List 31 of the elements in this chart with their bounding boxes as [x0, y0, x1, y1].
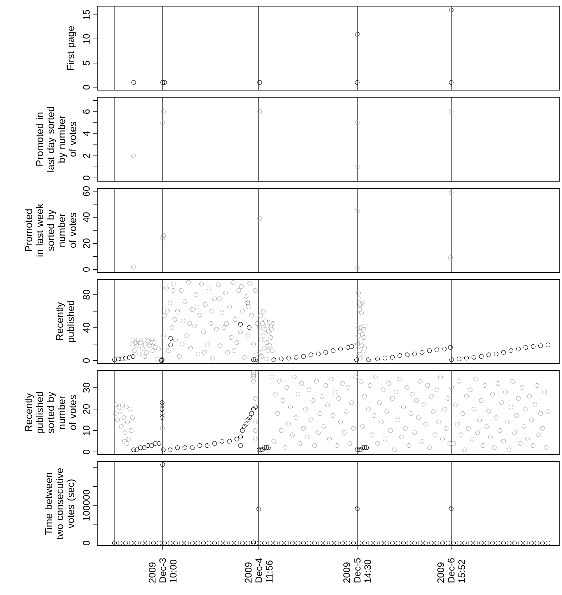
y-axis-title: Recently published sorted by number of votes [25, 392, 76, 434]
y-tick-label: 15 [83, 10, 90, 20]
y-tick-label: 20 [83, 238, 90, 248]
y-axis-title: First page [67, 26, 76, 70]
y-tick-label: 0 [83, 358, 90, 364]
y-tick-label: 30 [83, 383, 90, 393]
y-tick-label: 0 [83, 267, 90, 272]
y-tick-label: 60 [83, 186, 90, 196]
y-tick-label: 0 [83, 85, 90, 90]
y-tick-label: 0 [83, 450, 90, 454]
y-axis-title: Promoted in last day sorted by number of votes [36, 107, 76, 172]
y-tick-label: 40 [83, 322, 90, 333]
y-tick-label: 10 [83, 426, 90, 436]
y-tick-label: 10 [83, 34, 90, 44]
y-tick-label: 6 [83, 110, 90, 114]
y-axis-title: Promoted in last week sorted by number of votes [25, 204, 76, 257]
x-tick-label: 2009 Dec-6 15:52 [438, 558, 466, 583]
y-tick-label: 80 [83, 290, 90, 300]
y-tick-label: 4 [83, 132, 90, 136]
y-axis-title: Recently published [56, 300, 76, 342]
y-tick-label: 2 [83, 154, 90, 158]
y-tick-label: 20 [83, 404, 90, 414]
y-tick-label: 100000 [83, 490, 90, 521]
x-tick-label: 2009 Dec-4 11:56 [245, 558, 273, 583]
y-axis-title: Time between two consecutive votes (sec) [45, 468, 76, 540]
y-tick-label: 0 [83, 540, 90, 546]
y-tick-label: 0 [83, 176, 90, 180]
y-tick-label: 5 [83, 61, 90, 66]
x-tick-label: 2009 Dec-3 10:00 [149, 558, 177, 583]
y-tick-label: 40 [83, 212, 90, 223]
x-tick-label: 2009 Dec-5 14:30 [344, 558, 372, 583]
